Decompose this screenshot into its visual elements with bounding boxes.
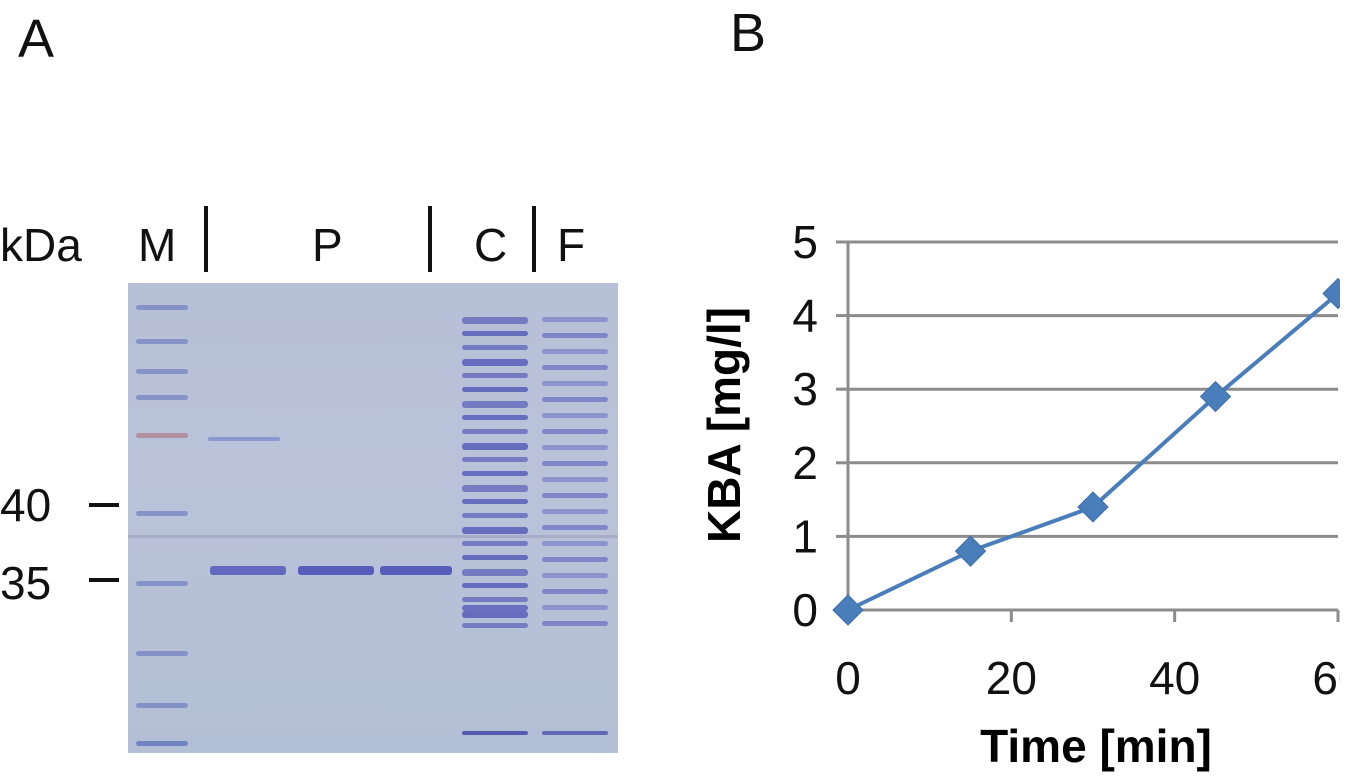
marker-label-35: 35 <box>0 557 52 609</box>
gel-band <box>462 387 528 392</box>
ladder-band <box>136 651 188 656</box>
y-tick-label: 4 <box>792 290 818 342</box>
gel-band <box>542 541 608 546</box>
ladder-band <box>136 511 188 516</box>
series-line <box>847 291 1340 612</box>
marker-label-40: 40 <box>0 479 52 531</box>
gel-band <box>462 401 528 408</box>
gel-band <box>542 413 608 418</box>
x-tick-label: 0 <box>835 652 861 704</box>
ladder-band <box>136 305 188 310</box>
gel-band <box>462 373 528 378</box>
gel-band <box>542 317 608 322</box>
gel-band <box>462 457 528 462</box>
ladder-band <box>136 339 188 344</box>
gel-band <box>462 499 528 504</box>
gel-band <box>298 566 374 575</box>
gel-band <box>462 345 528 350</box>
gel-band <box>462 485 528 492</box>
gel-smear <box>128 535 618 538</box>
gel-band <box>542 509 608 514</box>
gel-band <box>208 437 280 441</box>
x-tick-label: 40 <box>1149 652 1200 704</box>
ladder-band <box>136 395 188 400</box>
panel-a-letter: A <box>18 9 55 69</box>
gel-band <box>380 566 452 575</box>
tick-labels: 0 1 2 3 4 5 0 20 40 60 <box>792 216 1340 704</box>
lane-divider <box>204 206 208 272</box>
kba-time-chart: 0 1 2 3 4 5 0 20 40 60 Time [min] KBA [mg/l] <box>698 216 1340 772</box>
gel-band <box>542 397 608 402</box>
gel-band <box>542 573 608 578</box>
ladder-band <box>136 433 188 438</box>
gel-band <box>542 525 608 530</box>
lane-divider <box>532 206 536 272</box>
gel-band <box>542 461 608 466</box>
gel-band <box>462 605 528 611</box>
gel-band <box>542 605 608 610</box>
lane-label-m: M <box>138 219 177 271</box>
gel-band <box>542 349 608 354</box>
ladder-band <box>136 581 188 586</box>
gel-band <box>462 541 528 546</box>
x-tick-label: 60 <box>1312 652 1340 704</box>
lane-label-p: P <box>312 219 343 271</box>
gel-band <box>462 569 528 576</box>
data-point <box>832 594 864 626</box>
data-point <box>954 535 987 567</box>
gel-band <box>462 555 528 560</box>
gel-band <box>462 443 528 450</box>
y-tick-label: 5 <box>792 216 818 268</box>
gel-band <box>542 445 608 450</box>
lane-label-f: F <box>557 219 586 271</box>
gel-band <box>542 477 608 482</box>
gel-band <box>542 557 608 562</box>
gel-band <box>542 731 608 735</box>
y-axis-label: KBA [mg/l] <box>698 307 750 543</box>
ladder-band <box>136 369 188 374</box>
gel-band <box>462 415 528 420</box>
data-point <box>1199 380 1232 413</box>
marker-tick-40 <box>89 503 119 507</box>
x-axis-label: Time [min] <box>980 720 1212 772</box>
kda-label: kDa <box>0 219 82 271</box>
gel-band <box>210 566 286 575</box>
gel-band <box>462 597 528 602</box>
gel-band <box>542 493 608 498</box>
panel-b-letter: B <box>730 3 767 63</box>
ladder-band <box>136 741 188 746</box>
x-tick-label: 20 <box>986 652 1037 704</box>
axes <box>836 240 1340 622</box>
y-tick-label: 1 <box>792 510 818 562</box>
y-tick-label: 0 <box>792 584 818 636</box>
marker-tick-35 <box>89 578 119 582</box>
gel-band <box>462 317 528 324</box>
grid <box>848 240 1338 538</box>
series <box>832 277 1340 626</box>
gel-band <box>462 731 528 735</box>
gel-band <box>462 623 528 628</box>
gel-band <box>462 471 528 476</box>
gel-band <box>462 359 528 366</box>
gel-band <box>542 429 608 434</box>
gel-band <box>542 621 608 626</box>
data-point <box>1077 491 1109 523</box>
y-tick-label: 2 <box>792 437 818 489</box>
gel-band <box>542 589 608 594</box>
lane-label-c: C <box>474 219 508 271</box>
gel-band <box>462 611 528 618</box>
gel-band <box>542 381 608 386</box>
gel-band <box>542 333 608 338</box>
gel-image <box>128 283 618 753</box>
gel-band <box>542 365 608 370</box>
lane-divider <box>428 206 432 272</box>
gel-band <box>462 583 528 588</box>
gel-band <box>462 513 528 518</box>
ladder-band <box>136 703 188 708</box>
gel-band <box>462 331 528 336</box>
gel-band <box>462 527 528 534</box>
data-point <box>1322 277 1340 310</box>
y-tick-label: 3 <box>792 363 818 415</box>
gel-band <box>462 429 528 434</box>
